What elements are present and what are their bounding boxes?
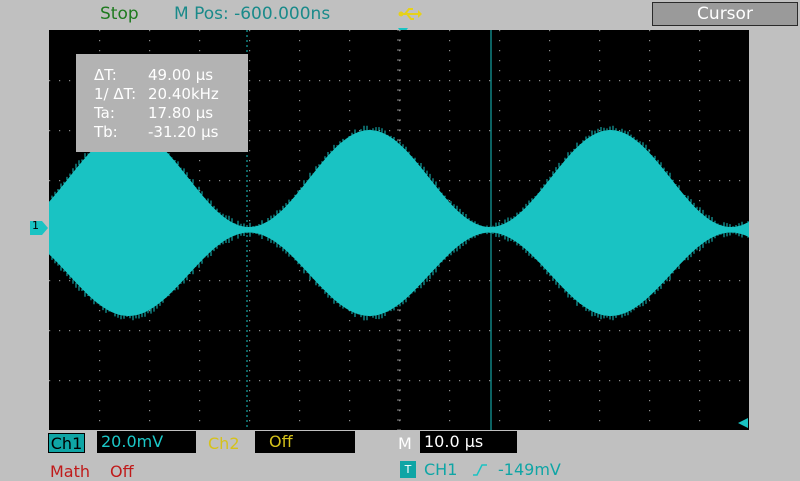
ch1-marker-label: 1 <box>32 219 39 232</box>
cursor-a-value: 17.80 µs <box>148 104 214 122</box>
ch1-label[interactable]: Ch1 <box>48 433 85 453</box>
cursor-readout-panel: ΔT: 49.00 µs 1/ ΔT: 20.40kHz Ta: 17.80 µ… <box>76 54 248 152</box>
ch2-state: Off <box>255 431 355 453</box>
bottom-status-bar: Ch1 20.0mV Ch2 Off M 10.0 µs Math Off T … <box>0 430 800 481</box>
usb-icon <box>398 8 422 20</box>
trigger-icon: T <box>400 461 416 478</box>
trigger-source: CH1 <box>424 460 458 479</box>
math-state: Off <box>110 462 134 481</box>
delta-t-label: ΔT: <box>94 66 117 84</box>
ch1-marker-shape <box>30 221 48 235</box>
menu-title-cursor[interactable]: Cursor <box>652 2 798 26</box>
inverse-delta-t-label: 1/ ΔT: <box>94 85 137 103</box>
cursor-b-row: Tb: -31.20 µs <box>94 123 248 142</box>
inverse-delta-t-row: 1/ ΔT: 20.40kHz <box>94 85 248 104</box>
ch1-volts-per-div: 20.0mV <box>97 431 196 453</box>
timebase-value: 10.0 µs <box>420 431 517 453</box>
top-status-bar: Stop M Pos: -600.000ns Cursor <box>0 0 800 30</box>
rising-edge-icon <box>473 464 487 476</box>
cursor-b-value: -31.20 µs <box>148 123 219 141</box>
delta-t-value: 49.00 µs <box>148 66 214 84</box>
main-position: M Pos: -600.000ns <box>174 4 331 24</box>
math-label[interactable]: Math <box>50 462 91 481</box>
inverse-delta-t-value: 20.40kHz <box>148 85 219 103</box>
waveform-canvas <box>49 30 749 430</box>
ch1-waveform-envelope <box>49 130 749 316</box>
cursor-a-row: Ta: 17.80 µs <box>94 104 248 123</box>
delta-t-row: ΔT: 49.00 µs <box>94 66 248 85</box>
cursor-b-label: Tb: <box>94 123 118 141</box>
cursor-a-label: Ta: <box>94 104 115 122</box>
ch2-label[interactable]: Ch2 <box>208 434 240 453</box>
timebase-label: M <box>398 434 412 453</box>
trigger-level-marker[interactable] <box>738 418 748 428</box>
run-status: Stop <box>100 4 139 24</box>
trigger-level: -149mV <box>498 460 561 479</box>
ch1-ground-marker[interactable]: 1 <box>30 219 48 235</box>
